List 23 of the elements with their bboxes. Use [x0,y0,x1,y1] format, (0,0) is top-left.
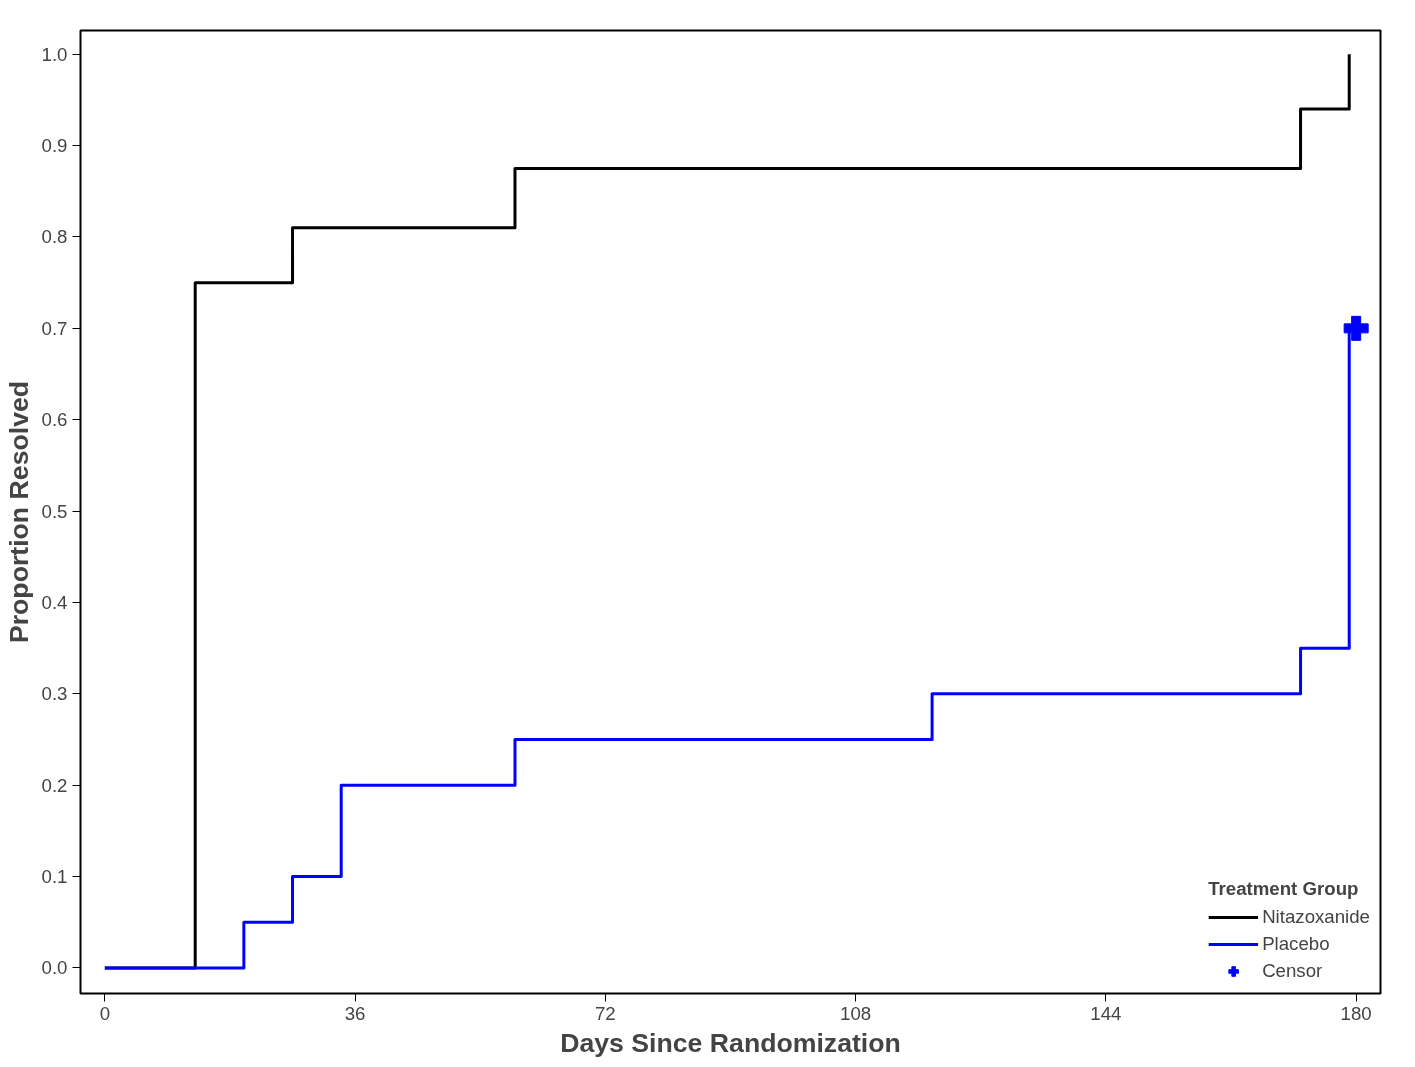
y-tick-label: 0.4 [41,591,68,613]
y-axis-title: Proportion Resolved [3,380,34,644]
y-tick-label: 0.5 [41,500,68,522]
x-tick-label: 144 [1090,1002,1122,1024]
y-tick-label: 0.6 [41,409,68,431]
y-tick-label: 0.9 [41,135,68,157]
x-tick-label: 108 [840,1002,872,1024]
x-tick-label: 72 [594,1002,616,1024]
legend-label: Placebo [1262,933,1330,955]
legend-label: Nitazoxanide [1262,906,1370,928]
x-tick-label: 0 [99,1002,111,1024]
legend-label: Censor [1262,960,1323,982]
y-tick-label: 0.3 [41,683,68,705]
y-tick-label: 0.2 [41,774,68,796]
x-tick-label: 180 [1340,1002,1372,1024]
x-tick-label: 36 [344,1002,366,1024]
legend-title: Treatment Group [1208,878,1360,900]
x-axis-title: Days Since Randomization [560,1027,901,1058]
y-tick-label: 0.8 [41,226,68,248]
y-tick-label: 1.0 [41,43,68,65]
y-tick-label: 0.7 [41,317,68,339]
y-tick-label: 0.0 [41,957,68,979]
y-tick-label: 0.1 [41,866,68,888]
